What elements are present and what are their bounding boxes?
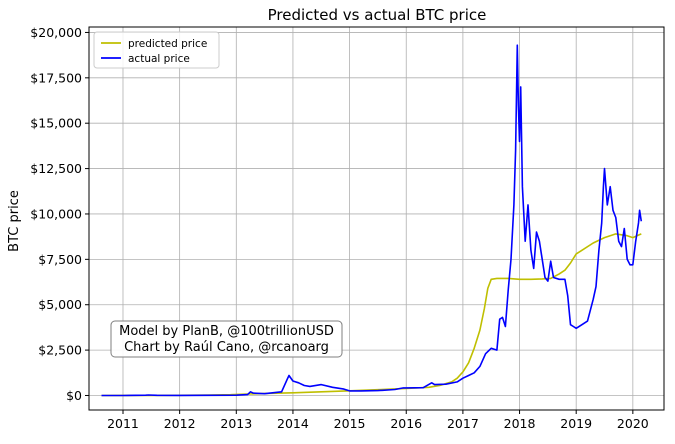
y-tick-label: $0	[66, 388, 82, 403]
x-tick-label: 2017	[447, 416, 479, 431]
x-tick-label: 2013	[220, 416, 252, 431]
annotation-model-credit: Model by PlanB, @100trillionUSD	[119, 324, 334, 339]
x-tick-label: 2020	[617, 416, 649, 431]
y-axis: $0 $2,500 $5,000 $7,500 $10,000 $12,500 $15,00…	[30, 25, 89, 403]
x-axis: 2011 2012 2013 2014 2015 2016 2017 2018 2019 2020	[107, 410, 649, 431]
y-tick-label: $17,500	[30, 70, 82, 85]
x-tick-label: 2019	[560, 416, 592, 431]
x-tick-label: 2015	[334, 416, 366, 431]
y-axis-label: BTC price	[7, 190, 22, 252]
annotation-chart-credit: Chart by Raúl Cano, @rcanoarg	[124, 340, 329, 355]
legend-item-predicted: predicted price	[128, 38, 207, 50]
series-layer	[101, 44, 643, 397]
y-tick-label: $15,000	[30, 116, 82, 131]
y-tick-label: $10,000	[30, 206, 82, 221]
y-tick-label: $12,500	[30, 161, 82, 176]
y-tick-label: $5,000	[38, 297, 82, 312]
legend-frame	[93, 31, 220, 69]
chart-title: Predicted vs actual BTC price	[268, 6, 487, 24]
x-tick-label: 2016	[390, 416, 422, 431]
actual-price-line	[101, 44, 643, 397]
legend-item-actual: actual price	[128, 53, 190, 65]
y-tick-label: $7,500	[38, 252, 82, 267]
plot-frame	[88, 26, 665, 411]
x-tick-label: 2018	[504, 416, 536, 431]
x-tick-label: 2011	[107, 416, 139, 431]
x-tick-label: 2012	[164, 416, 196, 431]
y-tick-label: $20,000	[30, 25, 82, 40]
legend: predicted price actual price	[93, 31, 220, 69]
annotation-frame	[110, 320, 343, 358]
y-tick-label: $2,500	[38, 343, 82, 358]
grid-lines	[89, 27, 664, 410]
x-tick-label: 2014	[277, 416, 309, 431]
